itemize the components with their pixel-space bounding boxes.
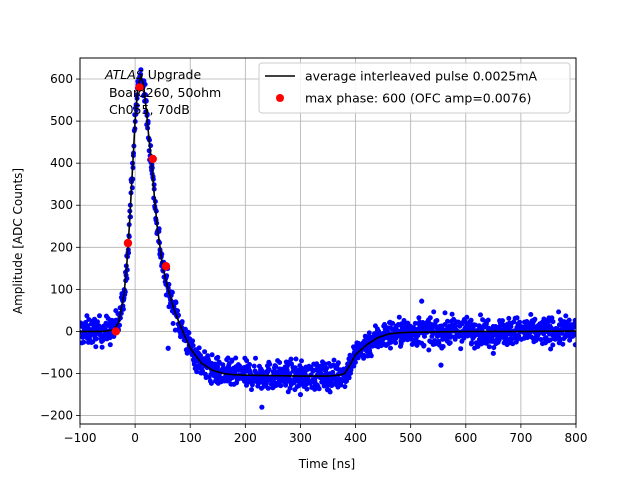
y-tick-label: 100	[50, 282, 73, 296]
outlier-point	[438, 362, 444, 368]
y-tick-label: 500	[50, 114, 73, 128]
max-phase-point	[135, 83, 144, 92]
plot-frame	[79, 57, 577, 425]
outlier-point	[259, 404, 265, 410]
x-tick-label: 500	[399, 431, 422, 445]
annotation-line2: Board260, 50ohm	[105, 85, 221, 100]
x-tick-label: 400	[344, 431, 367, 445]
y-tick-label: 200	[50, 240, 73, 254]
x-tick-label: 300	[289, 431, 312, 445]
max-phase-points	[111, 83, 171, 336]
x-tick-label: 600	[454, 431, 477, 445]
max-phase-point	[111, 327, 121, 336]
y-tick-label: 400	[50, 156, 73, 170]
x-tick-label: 800	[565, 431, 588, 445]
outlier-point	[297, 391, 304, 398]
max-phase-point	[161, 262, 171, 271]
y-tick-label: 300	[50, 198, 73, 212]
y-tick-label: −200	[40, 409, 73, 423]
outlier-point	[490, 350, 496, 356]
max-phase-point	[148, 154, 157, 164]
x-tick-label: 200	[234, 431, 257, 445]
max-phase-point	[123, 238, 133, 248]
legend-entry-average: average interleaved pulse 0.0025mA	[305, 69, 538, 84]
outlier-point	[543, 339, 549, 345]
y-axis-label: Amplitude [ADC Counts]	[11, 168, 25, 314]
annotation: ATLAS Upgrade Board260, 50ohm Ch055, 70d…	[104, 67, 221, 117]
legend-dot-swatch	[276, 94, 284, 102]
x-tick-label: 700	[509, 431, 532, 445]
x-tick-label: 0	[131, 431, 139, 445]
blue-data-cloud	[80, 67, 576, 395]
y-tick-label: −100	[40, 367, 73, 381]
annotation-line3: Ch055, 70dB	[105, 102, 190, 117]
y-tick-label: 0	[65, 324, 73, 338]
annotation-line1: ATLAS Upgrade	[104, 67, 201, 82]
x-tick-label: 100	[179, 431, 202, 445]
legend-box	[258, 62, 571, 114]
y-tick-label: 600	[50, 72, 73, 86]
x-tick-label: −100	[64, 431, 97, 445]
annotation-upgrade: Upgrade	[144, 67, 202, 82]
ticks: −100 0 100 200 300 400 500 600 700 800 −200 −100 0 10…	[40, 72, 587, 445]
annotation-atlas: ATLAS	[104, 67, 144, 82]
outlier-point	[165, 345, 171, 351]
outlier-point	[419, 298, 425, 304]
legend: average interleaved pulse 0.0025mA max p…	[258, 62, 571, 114]
legend-entry-max-phase: max phase: 600 (OFC amp=0.0076)	[305, 91, 531, 106]
x-axis-label: Time [ns]	[298, 457, 355, 471]
